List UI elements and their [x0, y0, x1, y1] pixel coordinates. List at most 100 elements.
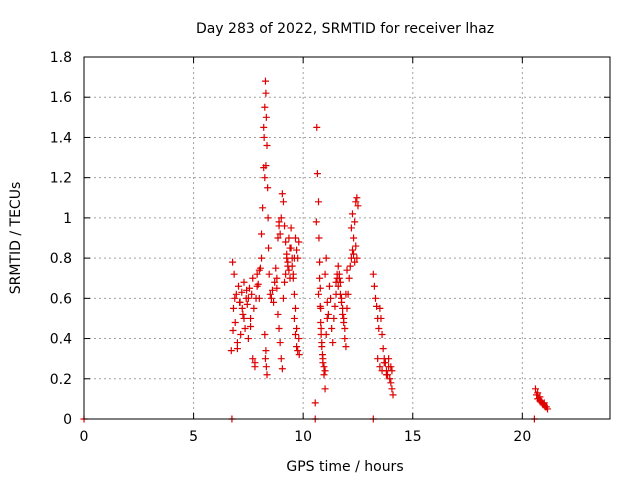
- data-point: [378, 367, 386, 375]
- data-point: [253, 270, 261, 278]
- data-point: [382, 371, 390, 379]
- plot-frame: [83, 56, 611, 420]
- data-point: [287, 244, 295, 252]
- data-point: [250, 304, 258, 312]
- data-point: [378, 331, 386, 339]
- data-point: [335, 274, 343, 282]
- data-point: [233, 339, 241, 347]
- data-point: [320, 363, 328, 371]
- data-point: [274, 234, 282, 242]
- data-point: [321, 270, 329, 278]
- data-point: [351, 218, 359, 226]
- data-point: [278, 365, 286, 373]
- data-point: [264, 214, 272, 222]
- data-point: [376, 363, 384, 371]
- data-point: [374, 355, 382, 363]
- data-point: [347, 224, 355, 232]
- data-point: [370, 282, 378, 290]
- data-point: [293, 325, 301, 332]
- data-point: [353, 254, 361, 262]
- y-tick-label: 1.4: [50, 130, 72, 146]
- data-point: [345, 274, 353, 282]
- data-point: [277, 214, 285, 222]
- data-point: [377, 314, 385, 322]
- data-point: [272, 264, 280, 272]
- y-tick-label: 1.2: [50, 171, 72, 187]
- data-point: [321, 385, 329, 393]
- data-point: [260, 133, 268, 141]
- data-point: [291, 331, 299, 339]
- data-point: [354, 202, 362, 210]
- data-point: [287, 224, 295, 232]
- data-point: [268, 286, 276, 294]
- data-point: [233, 345, 241, 353]
- y-tick-label: 0.2: [50, 372, 72, 388]
- data-point: [262, 113, 270, 121]
- data-point: [329, 339, 337, 347]
- chart-title: Day 283 of 2022, SRMTID for receiver lha…: [196, 21, 494, 37]
- data-point: [317, 325, 325, 332]
- data-point: [352, 242, 360, 250]
- data-point: [325, 282, 333, 290]
- data-point: [261, 355, 269, 363]
- data-point: [534, 389, 542, 397]
- data-point: [285, 234, 293, 242]
- data-point: [388, 385, 396, 393]
- data-point: [319, 355, 327, 363]
- data-point: [389, 391, 397, 399]
- data-point: [346, 262, 354, 270]
- data-point: [261, 77, 269, 85]
- data-point: [388, 367, 396, 375]
- data-point: [232, 290, 240, 298]
- data-point: [380, 359, 388, 367]
- data-point: [387, 379, 395, 387]
- data-point: [235, 282, 243, 290]
- data-point: [344, 290, 352, 298]
- x-tick-label: 10: [294, 429, 312, 445]
- data-point: [229, 327, 237, 335]
- data-point: [244, 335, 252, 343]
- data-point: [266, 290, 274, 298]
- data-point: [385, 355, 393, 363]
- data-point: [243, 300, 251, 308]
- data-point: [262, 363, 270, 371]
- data-point: [379, 345, 387, 353]
- data-point: [273, 274, 281, 282]
- data-point: [350, 250, 358, 258]
- data-point: [334, 282, 342, 290]
- data-point: [544, 405, 552, 413]
- data-point: [313, 123, 321, 131]
- data-point: [239, 310, 247, 318]
- data-point: [243, 286, 251, 294]
- data-point: [251, 363, 259, 371]
- data-point: [271, 278, 279, 286]
- data-point: [285, 266, 293, 274]
- data-point: [316, 284, 324, 292]
- data-points: [80, 77, 552, 423]
- y-tick-label: 0: [63, 412, 72, 428]
- data-point: [244, 294, 252, 302]
- data-point: [273, 284, 281, 292]
- data-point: [277, 355, 285, 363]
- data-point: [258, 254, 266, 262]
- data-point: [316, 274, 324, 282]
- data-point: [324, 310, 332, 318]
- data-point: [231, 318, 239, 326]
- data-point: [351, 258, 359, 266]
- data-point: [230, 270, 238, 278]
- y-tick-label: 0.6: [50, 291, 72, 307]
- data-point: [353, 194, 361, 202]
- data-point: [340, 318, 348, 326]
- data-point: [263, 371, 271, 379]
- data-point: [316, 258, 324, 266]
- data-point: [270, 298, 278, 306]
- data-point: [261, 331, 269, 339]
- data-point: [241, 325, 249, 332]
- data-point: [275, 325, 283, 332]
- data-point: [255, 294, 263, 302]
- data-point: [531, 385, 539, 393]
- data-point: [316, 302, 324, 310]
- data-point: [336, 290, 344, 298]
